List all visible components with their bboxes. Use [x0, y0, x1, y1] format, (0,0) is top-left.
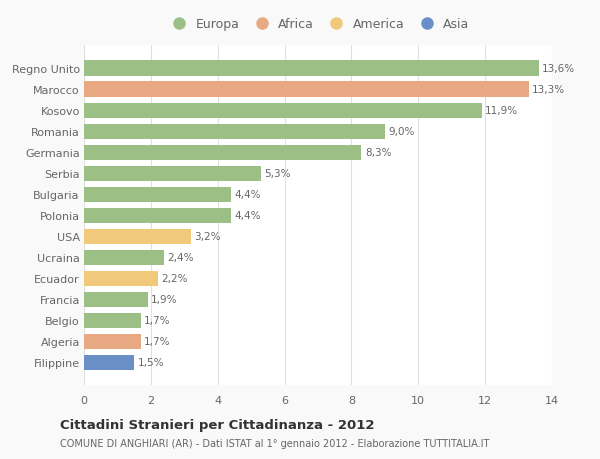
Text: 2,2%: 2,2% — [161, 274, 187, 284]
Text: 1,5%: 1,5% — [137, 358, 164, 368]
Text: 2,4%: 2,4% — [167, 253, 194, 263]
Text: 8,3%: 8,3% — [365, 148, 391, 158]
Text: COMUNE DI ANGHIARI (AR) - Dati ISTAT al 1° gennaio 2012 - Elaborazione TUTTITALI: COMUNE DI ANGHIARI (AR) - Dati ISTAT al … — [60, 438, 490, 448]
Bar — [84, 271, 158, 286]
Text: 3,2%: 3,2% — [194, 232, 221, 242]
Bar — [84, 103, 482, 118]
Text: 1,7%: 1,7% — [144, 336, 170, 347]
Bar — [84, 292, 148, 307]
Bar — [84, 145, 361, 160]
Bar — [84, 62, 539, 77]
Text: 11,9%: 11,9% — [485, 106, 518, 116]
Text: 1,9%: 1,9% — [151, 295, 178, 305]
Text: 5,3%: 5,3% — [265, 169, 291, 179]
Text: 4,4%: 4,4% — [235, 190, 261, 200]
Bar — [84, 250, 164, 265]
Text: Cittadini Stranieri per Cittadinanza - 2012: Cittadini Stranieri per Cittadinanza - 2… — [60, 418, 374, 431]
Bar — [84, 124, 385, 140]
Text: 13,6%: 13,6% — [542, 64, 575, 74]
Bar — [84, 334, 141, 349]
Bar — [84, 229, 191, 244]
Text: 9,0%: 9,0% — [388, 127, 415, 137]
Legend: Europa, Africa, America, Asia: Europa, Africa, America, Asia — [167, 18, 469, 31]
Text: 13,3%: 13,3% — [532, 85, 565, 95]
Bar — [84, 82, 529, 97]
Bar — [84, 187, 231, 202]
Bar — [84, 208, 231, 223]
Bar — [84, 355, 134, 370]
Text: 4,4%: 4,4% — [235, 211, 261, 221]
Bar — [84, 166, 261, 181]
Bar — [84, 313, 141, 328]
Text: 1,7%: 1,7% — [144, 316, 170, 325]
